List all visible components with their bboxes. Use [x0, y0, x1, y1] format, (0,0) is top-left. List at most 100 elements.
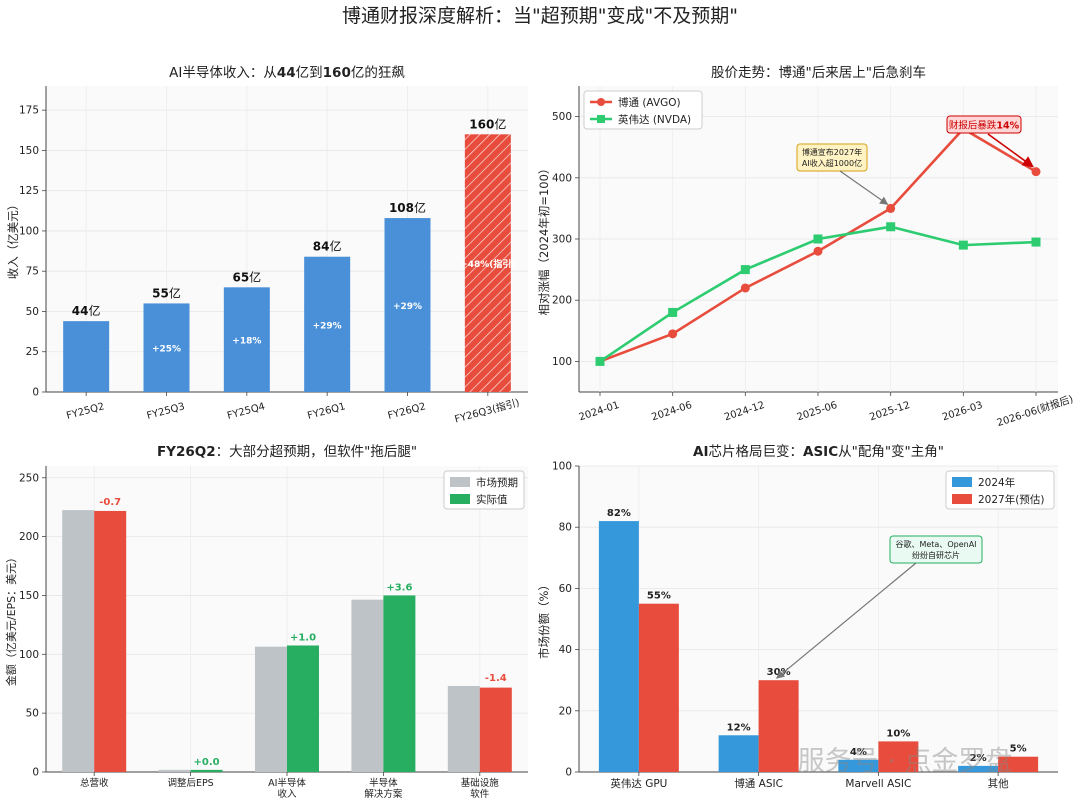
compare-category-label: 调整后EPS — [167, 777, 213, 789]
compare-category-label: 解决方案 — [364, 788, 403, 800]
chart-title: FY26Q2：大部分超预期，但软件"拖后腿" — [157, 444, 417, 460]
revenue-ytick-label: 125 — [19, 185, 39, 197]
legend-swatch — [952, 494, 972, 504]
stock-point — [813, 246, 823, 256]
revenue-ytick-label: 0 — [32, 387, 39, 399]
panel-stock-trend: 100 200 300 400 500 股价走势：博通"后来居上"后急刹车相对涨幅（202… — [537, 64, 1075, 429]
share-value-label: 10% — [886, 728, 910, 739]
share-bar — [958, 765, 999, 772]
title-part: AI — [693, 444, 708, 460]
compare-ytick-label: 50 — [26, 708, 39, 720]
stock-x-label: 2024-12 — [723, 400, 766, 423]
share-ytick-label: 20 — [559, 705, 572, 717]
revenue-bar — [63, 321, 110, 392]
chart-title: AI半导体收入：从44亿到160亿的狂飙 — [169, 65, 405, 81]
revenue-ytick-label: 25 — [26, 346, 39, 358]
legend-label: 实际值 — [476, 493, 508, 506]
compare-category-label: 软件 — [470, 788, 490, 800]
share-bar — [878, 741, 919, 772]
title-part: AI半导体收入：从 — [169, 65, 277, 81]
revenue-value-label: 160亿 — [469, 116, 506, 131]
compare-diff-label: +1.0 — [290, 632, 316, 643]
revenue-category-label: FY26Q2 — [387, 401, 427, 422]
watermark: 服务号 · 点金罗盘 — [798, 746, 1013, 777]
legend-swatch — [450, 494, 470, 504]
revenue-ytick-label: 100 — [19, 225, 39, 237]
compare-category-label: AI半导体 — [268, 777, 306, 789]
share-value-label: 2% — [970, 753, 987, 764]
revenue-ytick-label: 175 — [19, 105, 39, 117]
compare-bar-expected — [351, 599, 384, 772]
title-part: 亿的狂飙 — [351, 65, 405, 81]
annotation-text: 谷歌、Meta、OpenAI — [895, 539, 976, 549]
panel-fy26q2-compare: 0 50 100 150 200 250 FY26Q2：大部分超预期，但软件"拖后腿" 金额（… — [4, 444, 528, 800]
compare-bar-expected — [447, 685, 480, 772]
compare-bar-expected — [62, 510, 95, 772]
annotation-arrow — [987, 133, 1034, 168]
revenue-ytick-label: 50 — [26, 306, 39, 318]
share-ytick-label: 40 — [559, 644, 572, 656]
compare-bar-actual — [479, 687, 512, 772]
y-axis-label: 相对涨幅（2024年初=100） — [537, 163, 551, 316]
revenue-bar — [223, 287, 270, 392]
compare-diff-label: +0.0 — [194, 757, 220, 768]
title-part: 44 — [277, 65, 296, 81]
annotation-text: AI收入超1000亿 — [802, 158, 862, 168]
revenue-category-label: FY25Q2 — [65, 401, 105, 422]
value-number: 44 — [72, 304, 89, 318]
title-part: ASIC — [803, 444, 838, 460]
share-bar — [638, 603, 679, 772]
compare-bar-actual — [190, 769, 223, 772]
compare-ytick-label: 150 — [19, 590, 39, 602]
chart-title: AI芯片格局巨变：ASIC从"配角"变"主角" — [693, 444, 944, 460]
title-part: 财报后暴跌 — [949, 120, 997, 132]
title-part: FY26Q2 — [157, 444, 216, 460]
y-axis-label: 市场份额（%） — [537, 579, 551, 659]
revenue-growth-label: +18% — [232, 337, 261, 347]
share-category-label: 英伟达 GPU — [610, 777, 667, 790]
stock-ytick-label: 300 — [552, 234, 572, 246]
revenue-growth-label: +25% — [152, 345, 181, 355]
share-ytick-label: 60 — [559, 583, 572, 595]
compare-diff-label: -1.4 — [485, 673, 507, 684]
value-number: 108 — [389, 201, 414, 215]
stock-legend: 博通 (AVGO) 英伟达 (NVDA) — [583, 90, 703, 130]
stock-point — [813, 234, 823, 244]
stock-point — [886, 203, 896, 213]
compare-ytick-label: 200 — [19, 531, 39, 543]
annotation-box — [889, 535, 983, 564]
annotation-text: 博通宣布2027年 — [802, 147, 862, 157]
revenue-bar — [304, 256, 351, 392]
legend-label: 市场预期 — [476, 476, 518, 489]
value-unit: 亿 — [89, 303, 101, 318]
value-number: 160 — [469, 117, 494, 131]
stock-point — [1031, 167, 1041, 177]
share-bar — [998, 756, 1039, 772]
compare-category-label: 收入 — [277, 788, 297, 800]
revenue-value-label: 65亿 — [232, 269, 261, 284]
revenue-growth-label: +29% — [393, 302, 422, 312]
share-value-label: 82% — [607, 508, 631, 519]
revenue-category-label: FY26Q3(指引) — [453, 396, 521, 426]
compare-category-label: 半导体 — [369, 777, 398, 789]
value-unit: 亿 — [494, 116, 506, 131]
revenue-category-label: FY26Q1 — [306, 401, 346, 422]
annotation-box — [946, 115, 1022, 134]
y-axis-label: 金额（亿美元/EPS：美元） — [4, 552, 18, 686]
compare-category-label: 基础设施 — [461, 777, 500, 789]
compare-category-label: 总营收 — [80, 777, 109, 789]
share-category-label: 博通 ASIC — [734, 777, 783, 790]
share-legend: 2024年 2027年(预估) — [945, 470, 1055, 510]
legend-label: 英伟达 (NVDA) — [618, 113, 691, 126]
annotation-arrow — [775, 562, 917, 679]
stock-point — [668, 307, 678, 317]
compare-bar-actual — [287, 645, 319, 772]
value-number: 55 — [152, 286, 169, 300]
share-value-label: 55% — [647, 591, 671, 602]
compare-diff-label: -0.7 — [99, 497, 121, 508]
share-category-label: 其他 — [988, 777, 1009, 790]
value-number: 65 — [232, 270, 249, 284]
revenue-value-label: 108亿 — [389, 200, 426, 215]
compare-bar-actual — [94, 510, 127, 772]
